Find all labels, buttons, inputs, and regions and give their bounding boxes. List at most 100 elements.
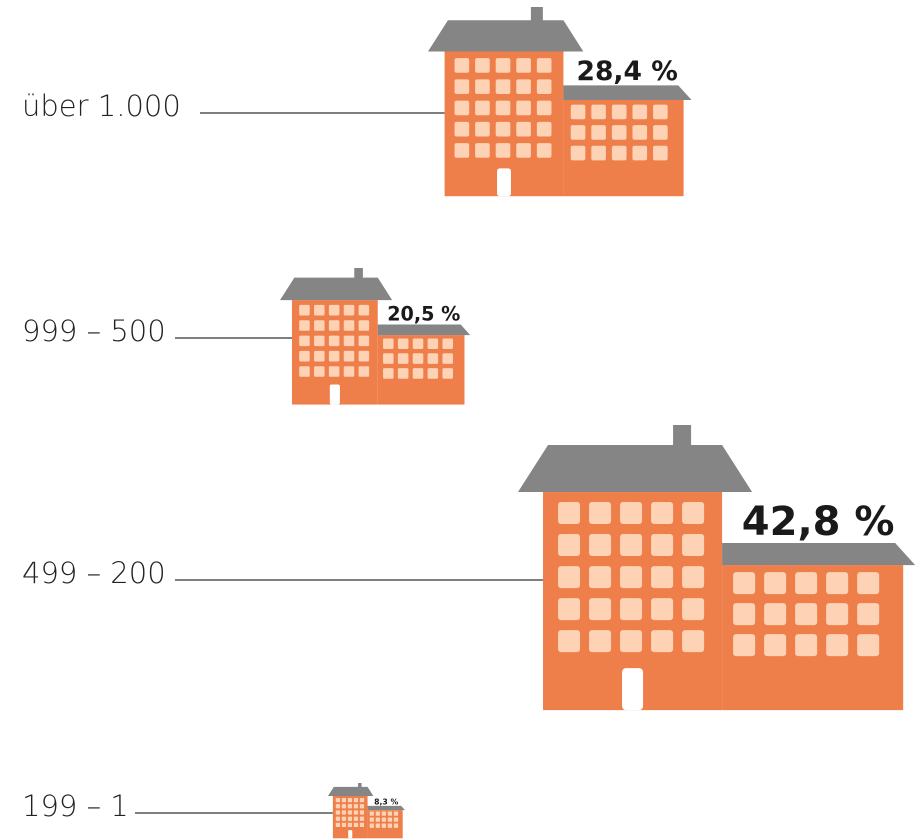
window — [354, 798, 358, 802]
window — [537, 58, 552, 73]
window — [620, 534, 642, 556]
window — [826, 634, 848, 656]
window — [348, 798, 352, 802]
window — [795, 603, 817, 625]
window — [383, 368, 394, 379]
window — [682, 566, 704, 588]
window — [620, 566, 642, 588]
window — [612, 146, 627, 161]
value-label: 8,3 % — [374, 797, 398, 806]
window — [359, 366, 370, 377]
window — [496, 143, 511, 158]
window — [329, 320, 340, 331]
window — [558, 566, 580, 588]
window — [370, 824, 374, 828]
window — [682, 598, 704, 620]
window — [329, 351, 340, 362]
window — [314, 351, 325, 362]
window — [348, 817, 352, 821]
window — [348, 810, 352, 814]
window — [442, 353, 453, 364]
window — [558, 534, 580, 556]
window — [413, 338, 424, 349]
window — [591, 125, 606, 140]
infographic: über 1.00028,4 %999 – 50020,5 %499 – 200… — [0, 0, 923, 839]
window — [589, 598, 611, 620]
main-roof — [428, 20, 583, 51]
window — [620, 630, 642, 652]
window — [359, 351, 370, 362]
window — [354, 804, 358, 808]
window — [336, 817, 340, 821]
category-label: über 1.000 — [22, 89, 181, 123]
window — [342, 817, 346, 821]
window — [442, 338, 453, 349]
window — [764, 634, 786, 656]
window — [388, 818, 392, 822]
window — [354, 817, 358, 821]
value-label: 28,4 % — [576, 56, 677, 87]
window — [299, 366, 310, 377]
main-roof — [280, 278, 392, 301]
window — [612, 105, 627, 120]
window — [342, 804, 346, 808]
window — [342, 823, 346, 827]
window — [516, 58, 531, 73]
window — [591, 105, 606, 120]
window — [370, 818, 374, 822]
window — [314, 336, 325, 347]
window — [360, 810, 364, 814]
window — [475, 101, 490, 116]
window — [651, 566, 673, 588]
door — [348, 830, 352, 838]
window — [455, 79, 470, 94]
window — [455, 101, 470, 116]
window — [455, 143, 470, 158]
window — [653, 146, 668, 161]
window — [857, 603, 879, 625]
value-label: 42,8 % — [742, 499, 895, 545]
window — [336, 810, 340, 814]
building: 28,4 % — [428, 7, 692, 196]
window — [795, 634, 817, 656]
window — [589, 534, 611, 556]
window — [348, 823, 352, 827]
window — [354, 823, 358, 827]
window — [589, 566, 611, 588]
window — [388, 812, 392, 816]
window — [388, 824, 392, 828]
side-roof — [368, 806, 405, 810]
window — [620, 598, 642, 620]
window — [344, 320, 355, 331]
window — [571, 125, 586, 140]
window — [558, 598, 580, 620]
window — [344, 305, 355, 316]
chimney — [354, 268, 363, 279]
window — [329, 366, 340, 377]
window — [344, 351, 355, 362]
window — [299, 351, 310, 362]
window — [336, 798, 340, 802]
window — [764, 603, 786, 625]
window — [632, 146, 647, 161]
window — [376, 818, 380, 822]
window — [394, 824, 398, 828]
chimney — [673, 425, 691, 447]
main-roof — [328, 787, 373, 796]
door — [622, 668, 643, 710]
window — [383, 338, 394, 349]
window — [857, 634, 879, 656]
window — [329, 336, 340, 347]
window — [826, 572, 848, 594]
window — [764, 572, 786, 594]
window — [651, 502, 673, 524]
window — [537, 122, 552, 137]
building: 20,5 % — [280, 268, 470, 405]
window — [558, 502, 580, 524]
window — [733, 572, 755, 594]
window — [653, 125, 668, 140]
window — [299, 336, 310, 347]
window — [344, 336, 355, 347]
window — [360, 804, 364, 808]
window — [359, 336, 370, 347]
